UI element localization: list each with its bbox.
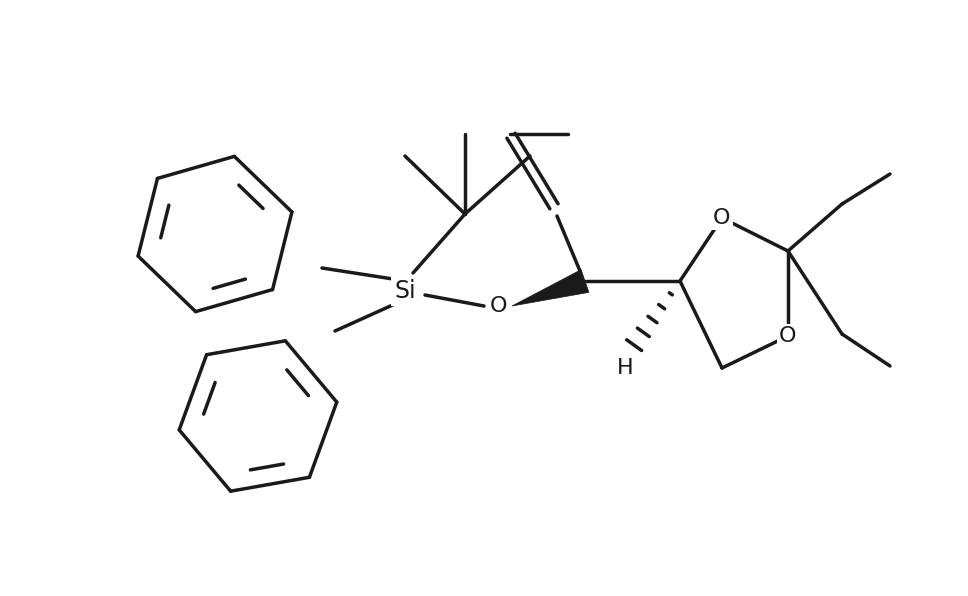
Text: Si: Si — [394, 279, 416, 303]
Text: H: H — [617, 358, 633, 378]
Text: O: O — [713, 208, 731, 228]
Text: O: O — [779, 326, 797, 346]
Polygon shape — [512, 269, 589, 306]
Text: O: O — [489, 296, 507, 316]
